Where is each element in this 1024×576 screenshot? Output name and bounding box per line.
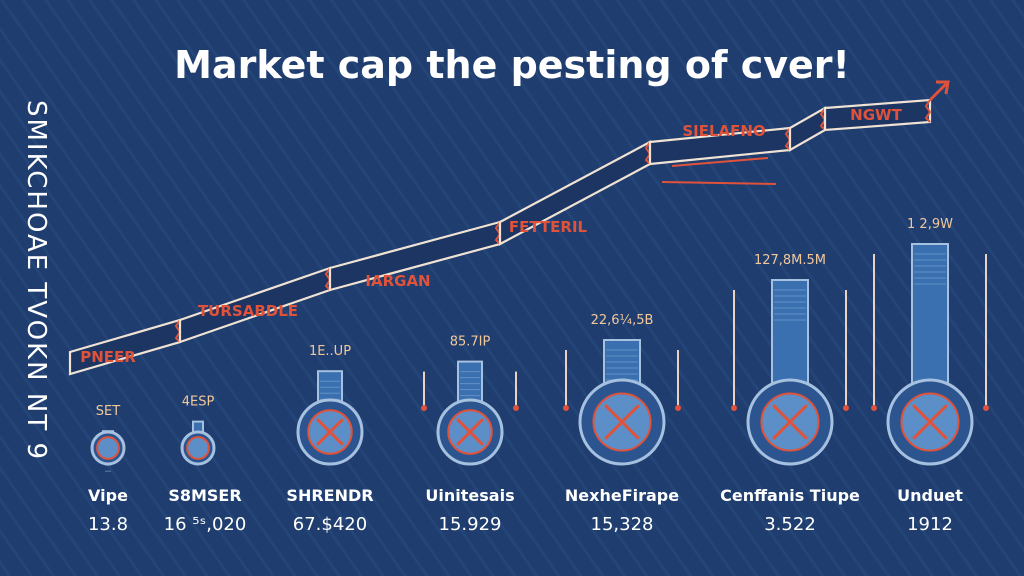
bar-value-label: 1E..UP — [309, 344, 351, 359]
category-value: 67.$420 — [293, 514, 367, 535]
bar-group: 85.7IP — [421, 335, 519, 466]
range-marker-dot — [983, 405, 989, 411]
bar-group: 1 2,9W — [871, 217, 989, 466]
range-marker-dot — [731, 405, 737, 411]
bar-series: SET 4ESP 1E..UP 85.7IP 22,6¼,5B 127,8M.5M 1 2,… — [90, 217, 989, 472]
cross-icon — [604, 404, 640, 440]
chart-title: Market cap the pesting of cver! — [174, 43, 850, 87]
category-labels: Vipe 13.8 S8MSER 16 ⁵ˢ,020 SHRENDR 67.$420 Uin… — [88, 486, 963, 535]
category-label: Uinitesais — [425, 486, 514, 505]
trend-label: TURSABDLE — [198, 302, 298, 320]
bar-value-label: SET — [96, 404, 120, 419]
trend-label: SIELAFNO — [682, 122, 765, 140]
category-value: 3.522 — [764, 514, 816, 535]
category-label: SHRENDR — [286, 486, 373, 505]
trend-ribbon: PNEER TURSABDLE IARGAN FETTERIL SIELAFNO NGWT — [68, 80, 950, 376]
range-marker-dot — [513, 405, 519, 411]
gear-icon — [186, 436, 210, 460]
category-value: 15.929 — [439, 514, 502, 535]
range-marker-dot — [843, 405, 849, 411]
category-label: Vipe — [88, 486, 128, 505]
bar-group: 1E..UP — [296, 344, 364, 466]
trend-label: FETTERIL — [509, 218, 588, 236]
bar-value-label: 85.7IP — [450, 335, 491, 350]
category-label: Cenffanis Tiupe — [720, 486, 860, 505]
bar-group: 4ESP — [180, 395, 216, 466]
category-value: 13.8 — [88, 514, 128, 535]
double-arrow-icon — [671, 157, 769, 167]
bar-group: 127,8M.5M — [731, 253, 849, 466]
category-label: NexheFirape — [565, 486, 679, 505]
trend-fold — [924, 99, 932, 123]
bar-value-label: 127,8M.5M — [754, 253, 826, 268]
trend-label: NGWT — [850, 106, 902, 124]
cross-icon — [912, 404, 948, 440]
bar-value-label: 22,6¼,5B — [591, 313, 654, 328]
range-marker-dot — [563, 405, 569, 411]
bar-value-label: 1 2,9W — [907, 217, 953, 232]
range-marker-dot — [675, 405, 681, 411]
category-value: 16 ⁵ˢ,020 — [164, 514, 247, 535]
trend-label: IARGAN — [365, 272, 430, 290]
cross-icon — [316, 418, 344, 446]
bar-group: SET — [90, 404, 126, 472]
trend-label: PNEER — [80, 348, 136, 366]
gear-icon — [96, 436, 120, 460]
cross-icon — [456, 418, 484, 446]
trend-arrow-icon — [928, 82, 948, 102]
y-axis-label: SMIKCHOAE TVOKN NT 9 — [21, 100, 51, 461]
double-arrow-icon — [661, 181, 777, 185]
category-value: 1912 — [907, 514, 953, 535]
trend-arrow-head-icon — [936, 80, 950, 95]
category-label: S8MSER — [168, 486, 241, 505]
bar-group: 22,6¼,5B — [563, 313, 681, 466]
cross-icon — [772, 404, 808, 440]
range-marker-dot — [871, 405, 877, 411]
bar-value-label: 4ESP — [182, 395, 215, 410]
range-marker-dot — [421, 405, 427, 411]
category-label: Unduet — [897, 486, 963, 505]
category-value: 15,328 — [591, 514, 654, 535]
